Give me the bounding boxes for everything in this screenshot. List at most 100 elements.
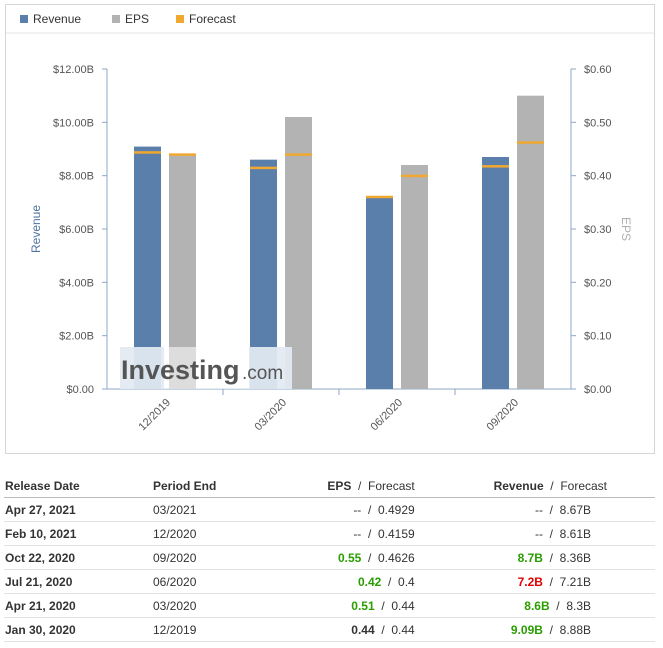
- right-tick-label: $0.30: [584, 224, 612, 236]
- revenue-actual: 8.6B: [524, 598, 550, 613]
- right-tick-label: $0.40: [584, 171, 612, 183]
- table-body: Apr 27, 2021 03/2021 -- / 0.4929 -- / 8.67B…: [4, 497, 655, 642]
- eps-actual: 0.55: [337, 550, 362, 565]
- revenue-cell: 7.2B / 7.21B: [415, 569, 655, 594]
- header-revenue-label: Revenue: [493, 478, 544, 493]
- period-end-cell: 03/2021: [152, 497, 284, 522]
- eps-actual: --: [353, 502, 362, 517]
- forecast-marker-revenue: [482, 165, 509, 168]
- eps-forecast: 0.4159: [378, 526, 415, 541]
- left-tick-label: $0.00: [66, 384, 94, 396]
- period-end-cell: 12/2019: [152, 617, 284, 642]
- revenue-separator: /: [549, 550, 553, 565]
- revenue-forecast: 8.3B: [566, 598, 591, 613]
- revenue-cell: -- / 8.67B: [415, 497, 655, 522]
- release-date-cell: Apr 21, 2020: [4, 593, 152, 618]
- table-row: Oct 22, 2020 09/2020 0.55 / 0.4626 8.7B / 8…: [4, 545, 655, 570]
- earnings-table: Release Date Period End EPS / Forecast R…: [4, 474, 655, 642]
- release-date-cell: Jan 30, 2020: [4, 617, 152, 642]
- right-tick-label: $0.60: [584, 64, 612, 76]
- header-release-date[interactable]: Release Date: [4, 474, 152, 498]
- period-end-cell: 12/2020: [152, 521, 284, 546]
- header-revenue-separator: /: [550, 478, 554, 493]
- eps-forecast: 0.44: [391, 622, 415, 637]
- right-tick-label: $0.50: [584, 117, 612, 129]
- release-date-cell: Apr 27, 2021: [4, 497, 152, 522]
- left-tick-label: $6.00B: [59, 224, 94, 236]
- bar-revenue: [482, 157, 509, 389]
- eps-actual: 0.44: [351, 622, 375, 637]
- chart-canvas: Revenue EPS Forecast $0.00 $2.00B $4.00B $6.00…: [6, 12, 654, 434]
- revenue-separator: /: [549, 622, 553, 637]
- forecast-marker-eps: [517, 141, 544, 144]
- revenue-forecast: 8.36B: [559, 550, 591, 565]
- eps-separator: /: [367, 526, 372, 541]
- bar-revenue: [366, 197, 393, 389]
- revenue-forecast: 8.67B: [559, 502, 591, 517]
- forecast-marker-revenue: [250, 166, 277, 170]
- left-tick-label: $4.00B: [59, 277, 94, 289]
- forecast-marker-eps: [401, 174, 428, 178]
- header-period-end[interactable]: Period End: [152, 474, 284, 498]
- eps-separator: /: [381, 598, 385, 613]
- eps-cell: 0.55 / 0.4626: [284, 545, 416, 570]
- table-row: Feb 10, 2021 12/2020 -- / 0.4159 -- / 8.61B: [4, 521, 655, 546]
- table-header-row: Release Date Period End EPS / Forecast R…: [4, 474, 655, 498]
- right-tick-label: $0.10: [584, 331, 612, 343]
- revenue-cell: 8.6B / 8.3B: [415, 593, 655, 618]
- left-tick-label: $12.00B: [53, 64, 94, 76]
- eps-actual: 0.51: [351, 598, 375, 613]
- y2-axis-title: EPS: [619, 217, 633, 241]
- header-revenue-forecast: Forecast: [560, 478, 607, 493]
- eps-forecast: 0.4929: [378, 502, 415, 517]
- legend-label-revenue: Revenue: [33, 12, 81, 26]
- eps-cell: 0.42 / 0.4: [284, 569, 416, 594]
- right-tick-label: $0.20: [584, 277, 612, 289]
- release-date-cell: Jul 21, 2020: [4, 569, 152, 594]
- period-end-cell: 09/2020: [152, 545, 284, 570]
- revenue-cell: -- / 8.61B: [415, 521, 655, 546]
- left-tick-label: $2.00B: [59, 331, 94, 343]
- revenue-forecast: 8.88B: [559, 622, 591, 637]
- eps-forecast: 0.4626: [378, 550, 415, 565]
- y-axis-title: Revenue: [29, 205, 43, 253]
- eps-actual: --: [353, 526, 362, 541]
- x-tick-label: 03/2020: [253, 397, 290, 434]
- revenue-actual: 8.7B: [517, 550, 543, 565]
- release-date-cell: Oct 22, 2020: [4, 545, 152, 570]
- header-revenue[interactable]: Revenue / Forecast: [415, 474, 655, 498]
- table-row: Apr 21, 2020 03/2020 0.51 / 0.44 8.6B / 8.3…: [4, 593, 655, 618]
- bar-eps: [285, 117, 312, 389]
- header-eps[interactable]: EPS / Forecast: [284, 474, 416, 498]
- header-eps-separator: /: [358, 478, 362, 493]
- revenue-separator: /: [549, 526, 553, 541]
- revenue-forecast: 7.21B: [559, 574, 591, 589]
- x-tick-label: 12/2019: [137, 397, 174, 434]
- right-tick-label: $0.00: [584, 384, 612, 396]
- earnings-chart: Revenue EPS Forecast $0.00 $2.00B $4.00B $6.00…: [5, 4, 655, 454]
- period-end-cell: 03/2020: [152, 593, 284, 618]
- eps-cell: 0.44 / 0.44: [284, 617, 416, 642]
- legend-swatch-revenue: [20, 15, 28, 23]
- watermark-block-right: [249, 347, 292, 389]
- legend-label-eps: EPS: [125, 12, 149, 26]
- eps-separator: /: [388, 574, 392, 589]
- watermark-block-left: [120, 347, 164, 389]
- left-tick-label: $8.00B: [59, 171, 94, 183]
- eps-separator: /: [381, 622, 385, 637]
- legend-swatch-eps: [112, 15, 120, 23]
- x-tick-label: 09/2020: [485, 397, 522, 434]
- watermark-logo-text: Investing: [121, 355, 240, 385]
- table-row: Jul 21, 2020 06/2020 0.42 / 0.4 7.2B / 7.21…: [4, 569, 655, 594]
- forecast-marker-revenue: [134, 151, 161, 154]
- bar-eps: [401, 165, 428, 389]
- table-row: Apr 27, 2021 03/2021 -- / 0.4929 -- / 8.67B: [4, 497, 655, 522]
- eps-forecast: 0.44: [391, 598, 415, 613]
- forecast-marker-eps: [285, 153, 312, 156]
- x-tick-label: 06/2020: [369, 397, 406, 434]
- legend-label-forecast: Forecast: [189, 12, 236, 26]
- forecast-marker-revenue: [366, 195, 393, 199]
- eps-cell: -- / 0.4159: [284, 521, 416, 546]
- revenue-forecast: 8.61B: [559, 526, 591, 541]
- revenue-separator: /: [556, 598, 560, 613]
